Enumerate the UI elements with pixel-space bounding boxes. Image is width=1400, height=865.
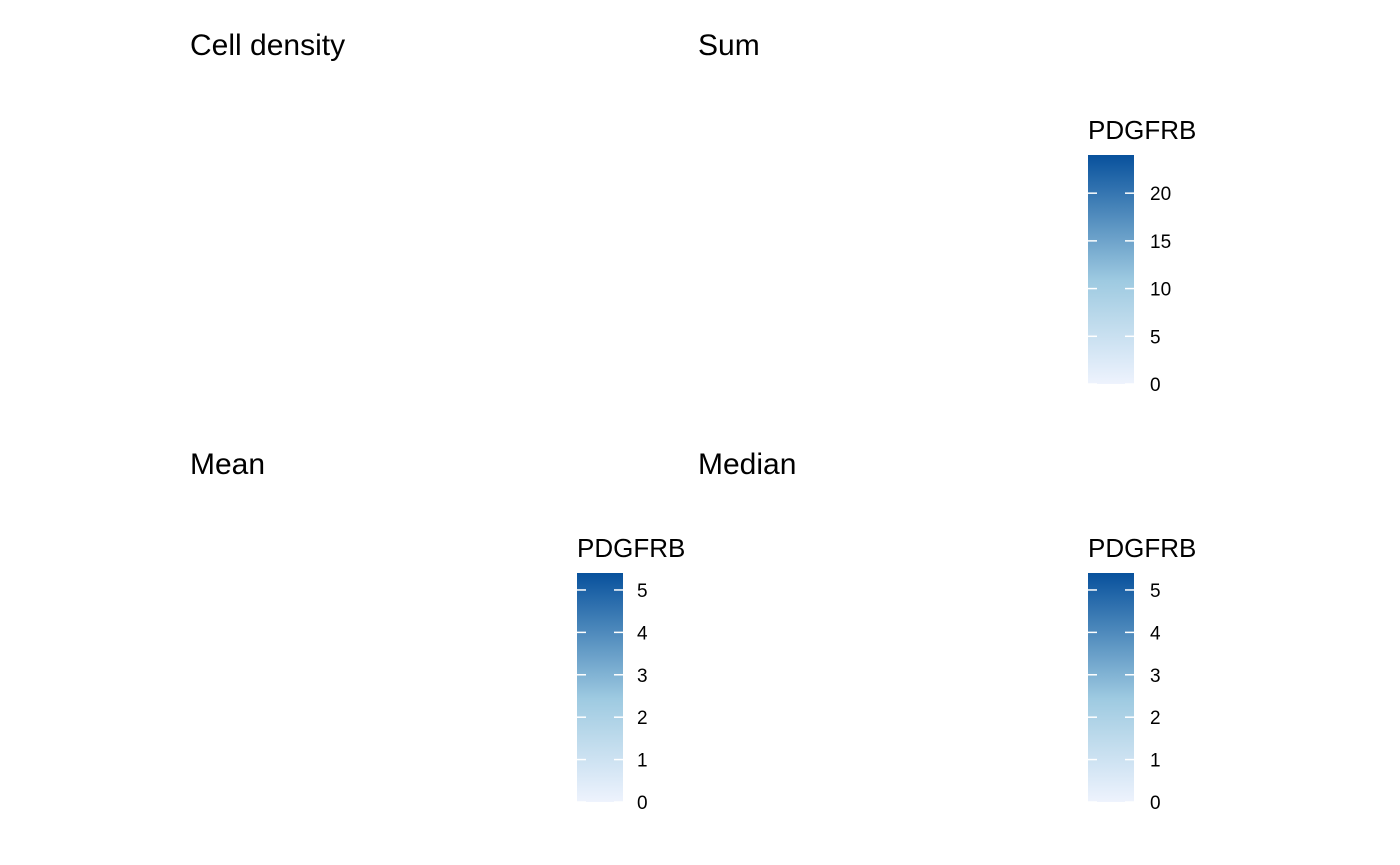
panel-median: Median PDGFRB 0 1 2 3 4 5 bbox=[698, 448, 1196, 814]
legend-title: PDGFRB bbox=[1088, 115, 1196, 145]
panel-title: Median bbox=[698, 448, 796, 481]
panel-mean: Mean PDGFRB 0 1 2 3 4 5 bbox=[190, 448, 685, 814]
legend-title: PDGFRB bbox=[1088, 533, 1196, 563]
color-legend: PDGFRB 0 1 2 3 4 5 bbox=[577, 533, 685, 814]
legend-tick-label: 4 bbox=[1150, 623, 1161, 644]
legend-colorbar bbox=[577, 573, 623, 802]
legend-tick-label: 15 bbox=[1150, 232, 1171, 253]
legend-tick-label: 0 bbox=[1150, 375, 1161, 396]
legend-colorbar bbox=[1088, 573, 1134, 802]
legend-tick-label: 0 bbox=[637, 793, 648, 814]
panel-title: Cell density bbox=[190, 29, 345, 62]
legend-tick-label: 2 bbox=[637, 708, 648, 729]
legend-tick-label: 0 bbox=[1150, 793, 1161, 814]
legend-tick-label: 5 bbox=[637, 581, 648, 602]
legend-tick-label: 2 bbox=[1150, 708, 1161, 729]
legend-colorbar bbox=[1088, 155, 1134, 384]
legend-tick-label: 5 bbox=[1150, 327, 1161, 348]
legend-tick-label: 20 bbox=[1150, 184, 1171, 205]
panel-title: Sum bbox=[698, 29, 760, 62]
legend-tick-label: 4 bbox=[637, 623, 648, 644]
legend-tick-label: 3 bbox=[637, 666, 648, 687]
panel-sum: Sum PDGFRB 0 5 10 15 20 bbox=[698, 29, 1196, 396]
legend-tick-label: 1 bbox=[1150, 751, 1161, 772]
legend-tick-label: 1 bbox=[637, 751, 648, 772]
color-legend: PDGFRB 0 5 10 15 20 bbox=[1088, 115, 1196, 396]
panel-cell-density: Cell density bbox=[190, 29, 345, 62]
legend-tick-label: 5 bbox=[1150, 581, 1161, 602]
legend-tick-label: 3 bbox=[1150, 666, 1161, 687]
legend-title: PDGFRB bbox=[577, 533, 685, 563]
color-legend: PDGFRB 0 1 2 3 4 5 bbox=[1088, 533, 1196, 814]
legend-tick-label: 10 bbox=[1150, 280, 1171, 301]
panel-title: Mean bbox=[190, 448, 265, 481]
